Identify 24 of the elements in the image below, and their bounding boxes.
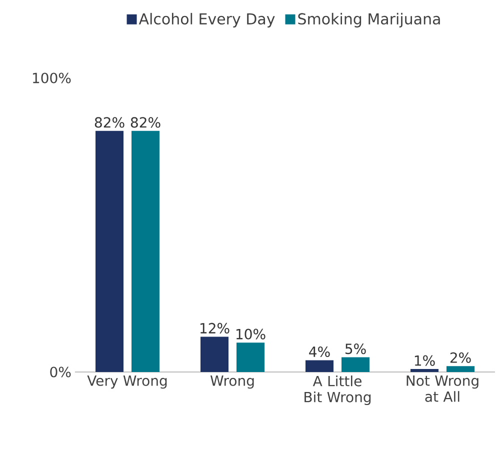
data-label: 82% — [130, 117, 160, 128]
data-label: 2% — [450, 352, 471, 363]
bar — [236, 342, 264, 372]
x-tick-label: Very Wrong — [87, 376, 167, 389]
data-label: 10% — [236, 328, 266, 340]
x-tick-label: Not Wrong at All — [406, 376, 478, 402]
bar — [96, 130, 124, 372]
x-tick-label: Wrong — [210, 376, 254, 389]
bar — [306, 360, 334, 372]
bar — [446, 366, 474, 372]
data-label: 4% — [309, 346, 330, 358]
data-label: 82% — [94, 117, 124, 128]
data-label: 1% — [414, 355, 435, 366]
y-tick-label: 0% — [50, 366, 71, 378]
bar — [200, 336, 228, 372]
y-tick-label: 100% — [32, 72, 71, 84]
legend-label: Smoking Marijuana — [298, 12, 440, 28]
legend-label: Alcohol Every Day — [138, 12, 275, 28]
bar — [410, 369, 438, 372]
data-label: 12% — [200, 322, 230, 334]
x-tick-label: A Little Bit Wrong — [304, 376, 371, 406]
bar — [132, 130, 160, 372]
bar — [342, 357, 370, 372]
data-label: 5% — [345, 344, 366, 354]
